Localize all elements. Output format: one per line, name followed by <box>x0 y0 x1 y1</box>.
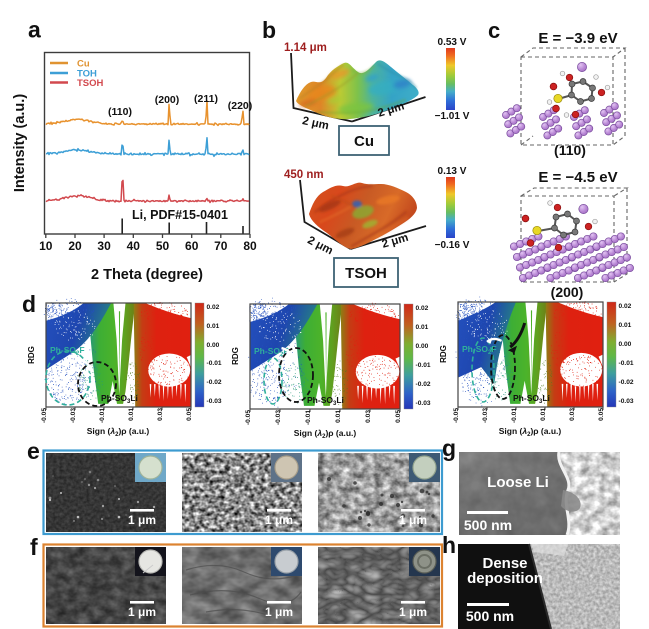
svg-text:d: d <box>22 291 36 317</box>
svg-text:-0.05: -0.05 <box>41 408 48 423</box>
svg-text:450 nm: 450 nm <box>284 169 324 181</box>
svg-text:70: 70 <box>214 239 228 253</box>
svg-text:deposition: deposition <box>467 570 543 587</box>
svg-text:0.02: 0.02 <box>207 304 220 311</box>
svg-text:(110): (110) <box>554 142 586 158</box>
svg-text:Dense: Dense <box>482 555 527 572</box>
svg-text:a: a <box>28 17 41 43</box>
svg-text:-0.03: -0.03 <box>70 408 77 423</box>
svg-text:f: f <box>30 534 38 560</box>
svg-text:−1.01 V: −1.01 V <box>435 111 470 122</box>
svg-text:Ph-SO2F: Ph-SO2F <box>50 345 85 357</box>
svg-text:Cu: Cu <box>354 133 374 150</box>
svg-text:RDG: RDG <box>27 346 36 364</box>
svg-text:(200): (200) <box>155 94 180 106</box>
svg-text:-0.01: -0.01 <box>305 410 312 425</box>
svg-text:2 Theta (degree): 2 Theta (degree) <box>91 267 203 283</box>
svg-text:1 μm: 1 μm <box>128 605 156 619</box>
svg-text:0.02: 0.02 <box>619 303 632 310</box>
svg-text:0.03: 0.03 <box>569 408 576 421</box>
svg-text:60: 60 <box>185 239 199 253</box>
svg-text:0.01: 0.01 <box>540 408 547 421</box>
svg-text:-0.03: -0.03 <box>619 398 634 405</box>
svg-text:−0.16 V: −0.16 V <box>435 240 470 251</box>
svg-text:0.13 V: 0.13 V <box>438 166 467 177</box>
svg-text:Li, PDF#15-0401: Li, PDF#15-0401 <box>132 208 228 222</box>
svg-text:-0.01: -0.01 <box>416 362 431 369</box>
svg-text:500 nm: 500 nm <box>464 517 512 533</box>
svg-text:0.01: 0.01 <box>207 323 220 330</box>
svg-text:1 μm: 1 μm <box>399 513 427 527</box>
svg-text:0.03: 0.03 <box>365 410 372 423</box>
svg-text:1 μm: 1 μm <box>265 605 293 619</box>
svg-text:0.00: 0.00 <box>207 342 220 349</box>
svg-text:-0.03: -0.03 <box>207 398 222 405</box>
svg-text:c: c <box>488 18 500 43</box>
svg-text:Sign (λ2)ρ (a.u.): Sign (λ2)ρ (a.u.) <box>499 426 562 438</box>
svg-text:TOH: TOH <box>77 69 97 80</box>
svg-text:E = −4.5 eV: E = −4.5 eV <box>538 169 617 186</box>
svg-text:b: b <box>262 17 276 43</box>
svg-text:0.03: 0.03 <box>157 408 164 421</box>
svg-text:-0.02: -0.02 <box>619 379 634 386</box>
svg-text:0.00: 0.00 <box>619 341 632 348</box>
svg-text:-0.01: -0.01 <box>511 408 518 423</box>
svg-text:-0.03: -0.03 <box>416 400 431 407</box>
svg-text:Ph-SO2F: Ph-SO2F <box>462 344 497 356</box>
svg-text:e: e <box>27 438 40 464</box>
svg-text:1 μm: 1 μm <box>128 513 156 527</box>
svg-text:30: 30 <box>97 239 111 253</box>
svg-text:0.00: 0.00 <box>416 343 429 350</box>
svg-text:1 μm: 1 μm <box>265 513 293 527</box>
svg-text:-0.02: -0.02 <box>207 379 222 386</box>
svg-text:RDG: RDG <box>439 345 448 363</box>
svg-text:Loose Li: Loose Li <box>487 474 549 491</box>
svg-text:0.05: 0.05 <box>395 410 402 423</box>
svg-text:20: 20 <box>68 239 82 253</box>
svg-text:0.01: 0.01 <box>128 408 135 421</box>
svg-text:-0.01: -0.01 <box>99 408 106 423</box>
svg-text:1.14 μm: 1.14 μm <box>284 42 327 54</box>
svg-text:2 μm: 2 μm <box>301 115 330 132</box>
svg-text:500 nm: 500 nm <box>466 608 514 624</box>
svg-text:-0.01: -0.01 <box>207 360 222 367</box>
svg-text:1 μm: 1 μm <box>399 605 427 619</box>
svg-text:E = −3.9 eV: E = −3.9 eV <box>538 30 617 47</box>
svg-text:-0.01: -0.01 <box>619 360 634 367</box>
svg-text:0.05: 0.05 <box>598 408 605 421</box>
svg-text:40: 40 <box>127 239 141 253</box>
svg-text:0.05: 0.05 <box>186 408 193 421</box>
svg-text:0.01: 0.01 <box>619 322 632 329</box>
svg-text:50: 50 <box>156 239 170 253</box>
svg-text:0.01: 0.01 <box>335 410 342 423</box>
svg-text:-0.05: -0.05 <box>453 408 460 423</box>
svg-text:-0.03: -0.03 <box>482 408 489 423</box>
svg-text:(110): (110) <box>108 106 132 118</box>
svg-text:TSOH: TSOH <box>345 265 387 282</box>
svg-text:Sign (λ2)ρ (a.u.): Sign (λ2)ρ (a.u.) <box>294 428 357 440</box>
svg-text:Sign (λ2)ρ (a.u.): Sign (λ2)ρ (a.u.) <box>87 426 150 438</box>
svg-text:RDG: RDG <box>231 347 240 365</box>
svg-text:0.01: 0.01 <box>416 324 429 331</box>
svg-text:(200): (200) <box>551 284 584 300</box>
svg-text:TSOH: TSOH <box>77 78 104 89</box>
svg-text:80: 80 <box>243 239 257 253</box>
svg-text:Intensity (a.u.): Intensity (a.u.) <box>12 94 28 192</box>
svg-text:-0.05: -0.05 <box>245 410 252 425</box>
svg-text:2 μm: 2 μm <box>381 232 410 251</box>
svg-text:Cu: Cu <box>77 59 90 70</box>
svg-text:-0.03: -0.03 <box>275 410 282 425</box>
svg-text:(211): (211) <box>194 93 218 105</box>
svg-text:10: 10 <box>39 239 53 253</box>
svg-text:g: g <box>442 435 456 461</box>
svg-text:0.02: 0.02 <box>416 305 429 312</box>
svg-text:0.53 V: 0.53 V <box>438 37 467 48</box>
svg-text:(220): (220) <box>228 100 253 112</box>
svg-text:-0.02: -0.02 <box>416 381 431 388</box>
svg-text:h: h <box>442 532 456 558</box>
